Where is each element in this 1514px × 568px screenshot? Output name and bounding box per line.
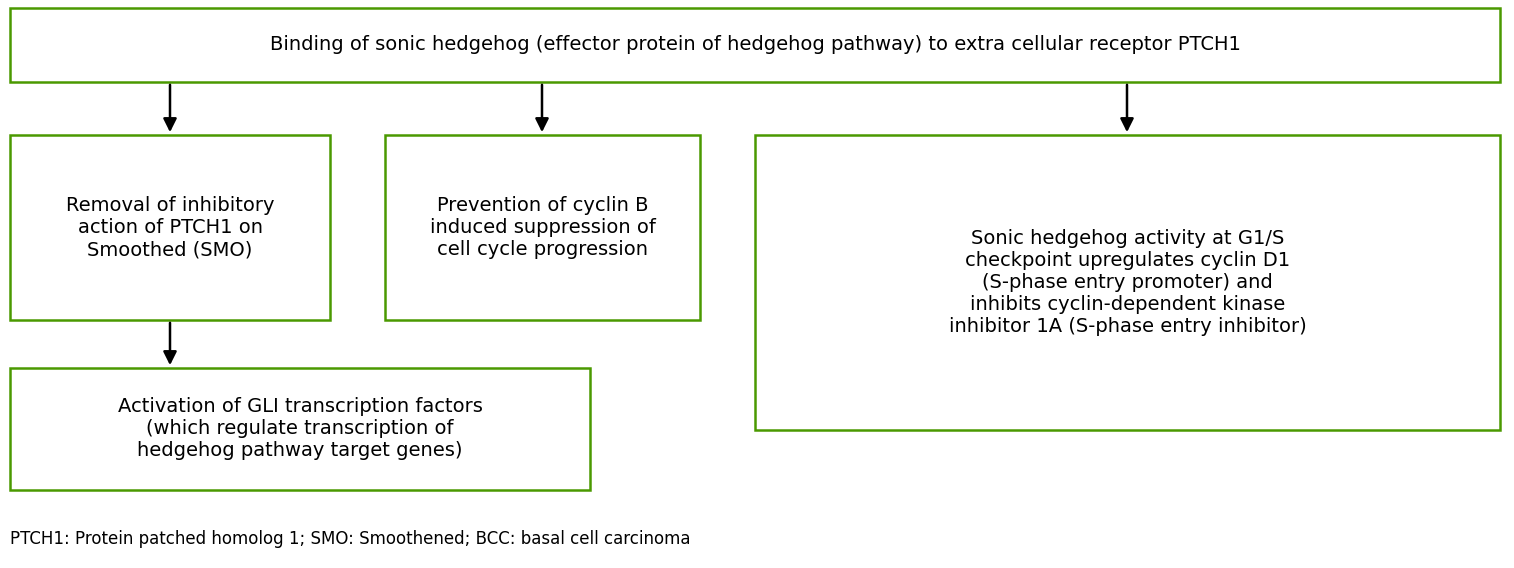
Text: Activation of GLI transcription factors
(which regulate transcription of
hedgeho: Activation of GLI transcription factors … (118, 398, 483, 461)
Text: Binding of sonic hedgehog (effector protein of hedgehog pathway) to extra cellul: Binding of sonic hedgehog (effector prot… (269, 35, 1240, 55)
FancyBboxPatch shape (755, 135, 1500, 430)
Text: Removal of inhibitory
action of PTCH1 on
Smoothed (SMO): Removal of inhibitory action of PTCH1 on… (65, 196, 274, 259)
FancyBboxPatch shape (385, 135, 699, 320)
Text: PTCH1: Protein patched homolog 1; SMO: Smoothened; BCC: basal cell carcinoma: PTCH1: Protein patched homolog 1; SMO: S… (11, 530, 690, 548)
FancyBboxPatch shape (11, 8, 1500, 82)
FancyBboxPatch shape (11, 135, 330, 320)
Text: Prevention of cyclin B
induced suppression of
cell cycle progression: Prevention of cyclin B induced suppressi… (430, 196, 656, 259)
Text: Sonic hedgehog activity at G1/S
checkpoint upregulates cyclin D1
(S-phase entry : Sonic hedgehog activity at G1/S checkpoi… (949, 229, 1307, 336)
FancyBboxPatch shape (11, 368, 590, 490)
